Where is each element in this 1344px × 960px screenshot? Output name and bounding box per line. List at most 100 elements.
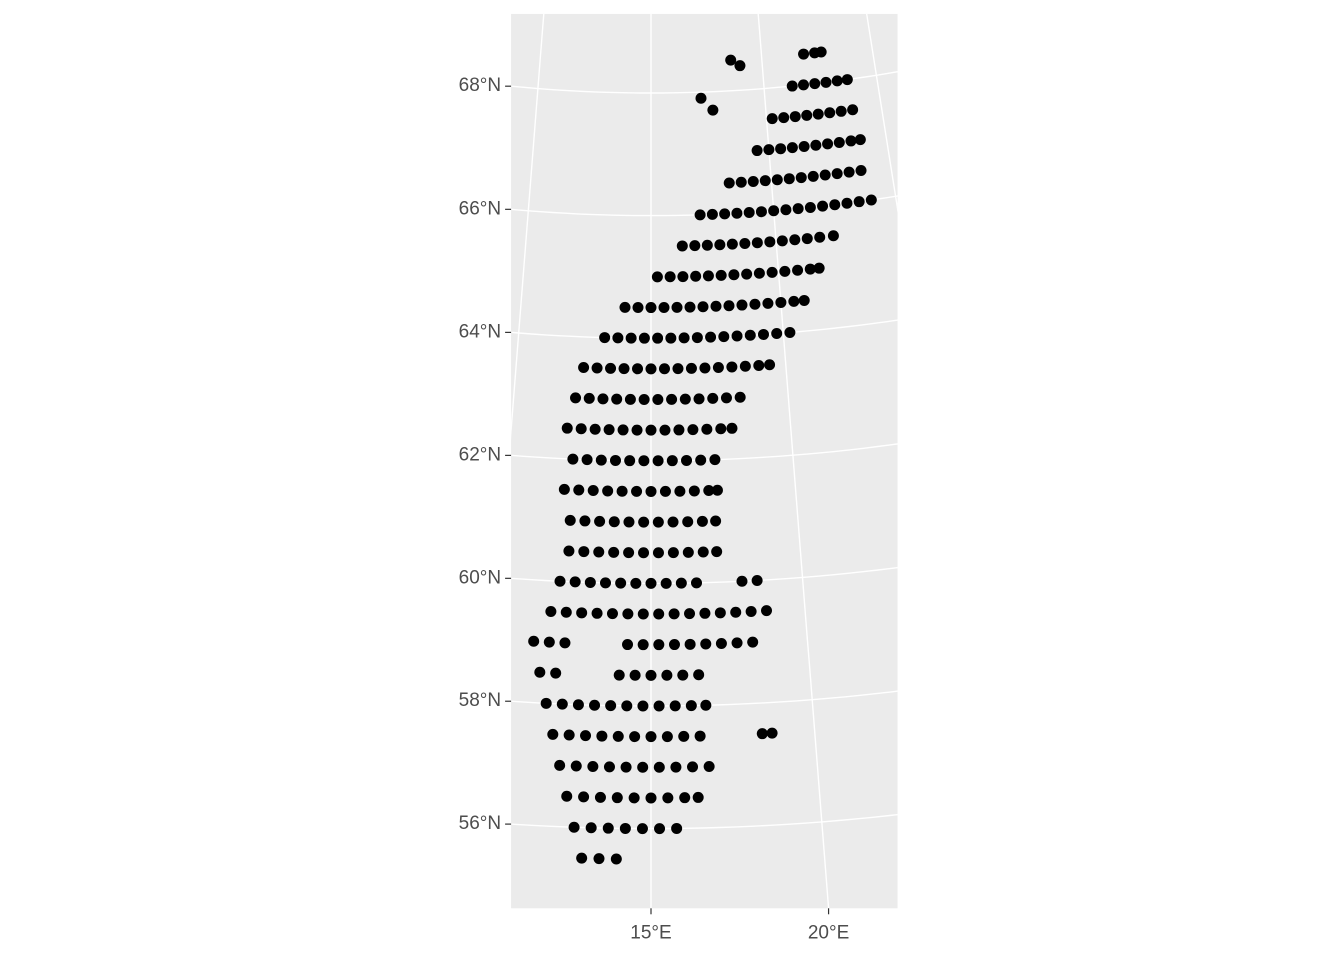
points: [528, 46, 877, 865]
point: [561, 790, 573, 802]
point: [820, 76, 832, 88]
point: [543, 636, 555, 648]
point: [623, 516, 635, 528]
y-tick-label: 56°N: [459, 813, 501, 834]
point: [707, 104, 719, 116]
point: [628, 792, 640, 804]
point: [841, 197, 853, 209]
point: [795, 172, 807, 184]
point: [658, 301, 670, 313]
point: [801, 109, 813, 121]
point: [749, 298, 761, 310]
point: [632, 301, 644, 313]
point: [756, 728, 768, 740]
point: [625, 332, 637, 344]
point: [679, 792, 691, 804]
point: [855, 164, 867, 176]
point: [652, 516, 664, 528]
point: [653, 608, 665, 620]
point: [681, 454, 693, 466]
point: [672, 363, 684, 375]
point: [792, 264, 804, 276]
point: [632, 363, 644, 375]
point: [554, 575, 566, 587]
point: [534, 666, 546, 678]
point: [609, 454, 621, 466]
point: [637, 761, 649, 773]
point: [629, 731, 641, 743]
point: [556, 698, 568, 710]
point: [575, 423, 587, 435]
grid-line: [511, 690, 898, 707]
point: [739, 237, 751, 249]
point: [684, 608, 696, 620]
point: [653, 700, 665, 712]
grid-line: [757, 13, 830, 909]
point: [596, 730, 608, 742]
point: [645, 792, 657, 804]
point: [652, 455, 664, 467]
point: [699, 607, 711, 619]
point: [751, 145, 763, 157]
point: [833, 136, 845, 148]
point: [645, 577, 657, 589]
point: [705, 331, 717, 343]
point: [812, 108, 824, 120]
point: [751, 574, 763, 586]
point: [630, 577, 642, 589]
point: [712, 362, 724, 374]
point: [540, 697, 552, 709]
point: [591, 362, 603, 374]
point: [622, 639, 634, 651]
point: [813, 262, 825, 274]
point: [645, 363, 657, 375]
point: [789, 111, 801, 123]
point: [726, 361, 738, 373]
point: [589, 423, 601, 435]
point: [677, 271, 689, 283]
point: [847, 104, 859, 116]
point: [621, 700, 633, 712]
point: [638, 455, 650, 467]
point: [669, 700, 681, 712]
point: [817, 200, 829, 212]
point: [707, 392, 719, 404]
point: [745, 605, 757, 617]
point: [804, 201, 816, 213]
x-tick-label: 20°E: [808, 922, 849, 943]
point: [584, 576, 596, 588]
point: [743, 207, 755, 219]
point: [671, 301, 683, 313]
point: [605, 362, 617, 374]
point: [617, 424, 629, 436]
point: [684, 301, 696, 313]
point: [684, 638, 696, 650]
point: [735, 176, 747, 188]
grid-line: [511, 70, 898, 94]
point: [587, 485, 599, 497]
point: [715, 423, 727, 435]
point: [645, 669, 657, 681]
point: [768, 205, 780, 217]
point: [660, 577, 672, 589]
point: [674, 485, 686, 497]
point: [578, 362, 590, 374]
point: [801, 233, 813, 245]
point: [755, 206, 767, 218]
point: [776, 235, 788, 247]
point: [636, 823, 648, 835]
point: [690, 270, 702, 282]
point: [658, 363, 670, 375]
point: [766, 113, 778, 125]
point: [688, 485, 700, 497]
point: [726, 238, 738, 250]
point: [759, 175, 771, 187]
point: [764, 359, 776, 371]
y-tick-label: 68°N: [459, 75, 501, 96]
point: [824, 107, 836, 119]
point: [668, 608, 680, 620]
point: [775, 143, 787, 155]
point: [766, 727, 778, 739]
point: [841, 74, 853, 86]
